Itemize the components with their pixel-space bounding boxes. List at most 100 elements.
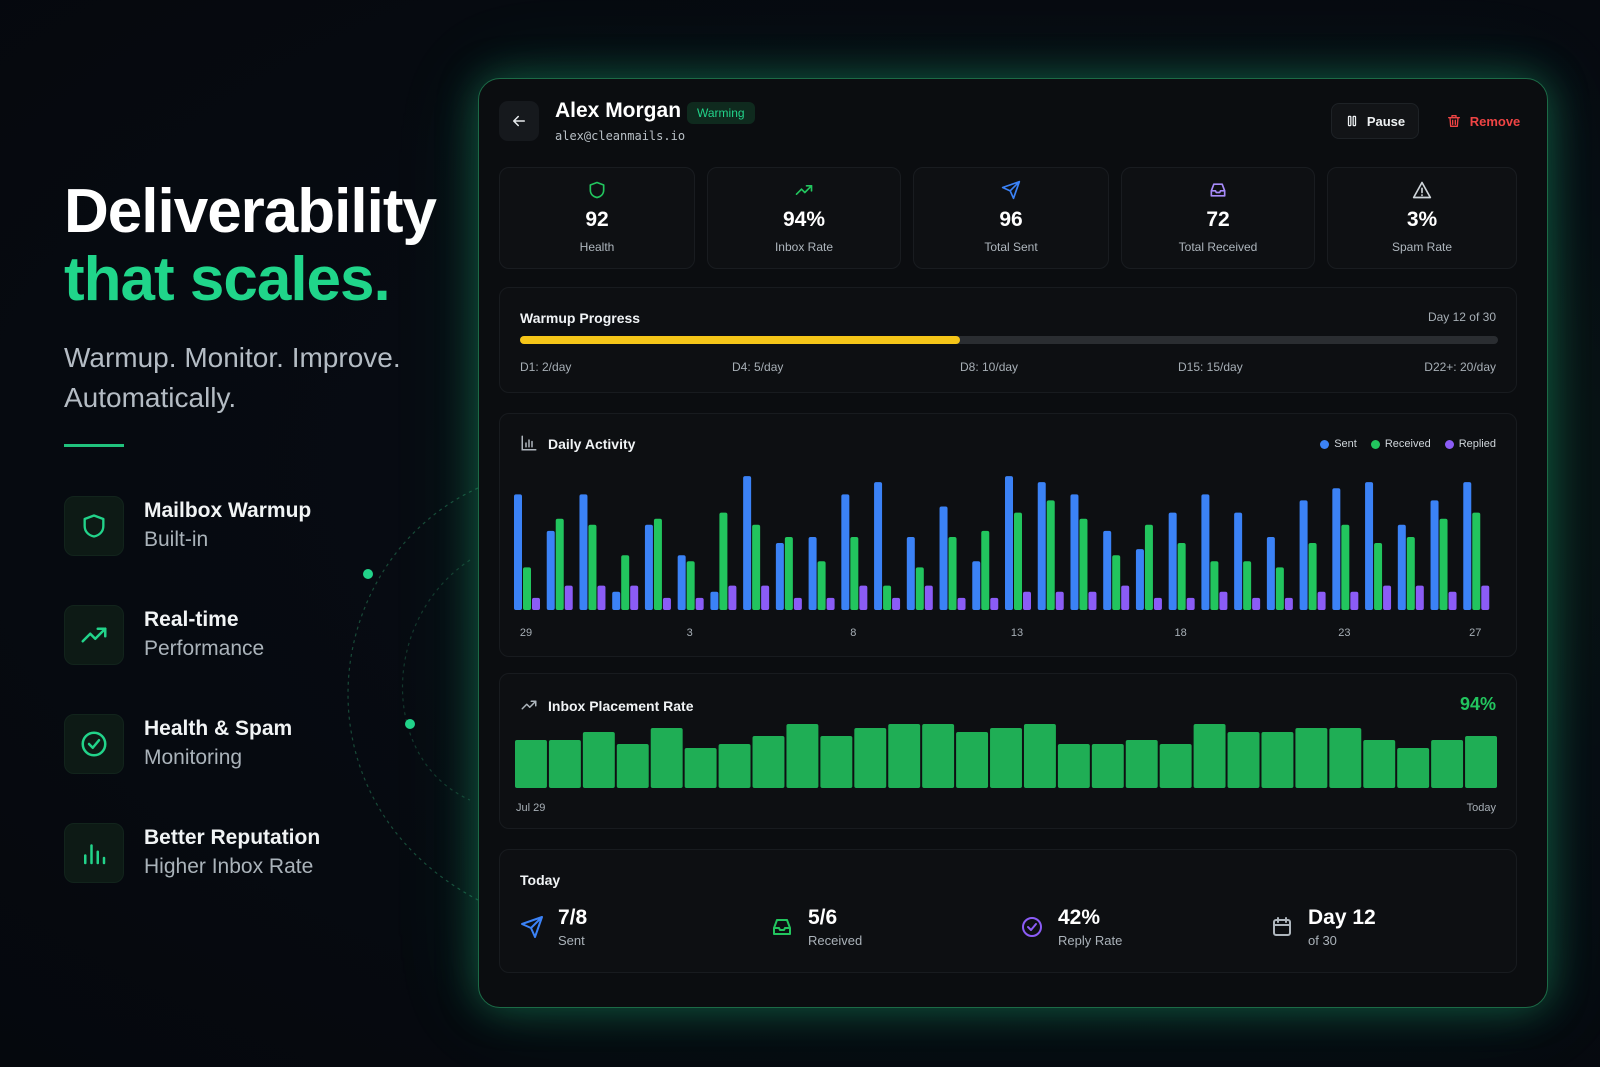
stat-total-received: 72 Total Received <box>1121 167 1315 269</box>
activity-bar-sent <box>1266 536 1275 610</box>
placement-bar <box>752 736 785 788</box>
feature-subtitle: Higher Inbox Rate <box>144 855 314 878</box>
today-label: Received <box>808 933 863 948</box>
activity-bar-sent <box>710 591 719 610</box>
placement-bar <box>1261 732 1294 788</box>
activity-x-tick: 8 <box>850 627 856 639</box>
placement-bar <box>1227 732 1260 788</box>
placement-start-label: Jul 29 <box>516 802 546 814</box>
feature-subtitle: Built-in <box>144 528 209 551</box>
placement-bar <box>922 724 955 788</box>
activity-bar-received <box>817 561 826 610</box>
activity-bar-replied <box>1415 585 1424 610</box>
check-circle-icon <box>1018 915 1046 939</box>
activity-bar-replied <box>892 597 901 610</box>
activity-bar-received <box>1112 555 1121 610</box>
activity-x-tick: 23 <box>1338 627 1350 639</box>
legend-received: Received <box>1370 438 1431 450</box>
remove-button[interactable]: Remove <box>1439 103 1527 139</box>
warmup-progress-card: Warmup Progress Day 12 of 30 D1: 2/day D… <box>499 287 1517 393</box>
today-reply-rate: 42% Reply Rate <box>1018 906 1122 948</box>
activity-bar-received <box>1177 543 1186 610</box>
activity-bar-sent <box>808 536 817 610</box>
activity-bar-replied <box>859 585 868 610</box>
feature-title: Health & Spam <box>144 717 293 740</box>
activity-bar-sent <box>1070 494 1079 610</box>
warmup-stage: D15: 15/day <box>1178 360 1243 374</box>
placement-bar <box>1295 728 1328 788</box>
activity-bar-received <box>784 536 793 610</box>
activity-bar-replied <box>990 597 999 610</box>
feature-real-time: Real-time Performance <box>64 605 264 665</box>
feature-title: Real-time <box>144 608 239 631</box>
placement-bar <box>990 728 1022 788</box>
back-button[interactable] <box>499 101 539 141</box>
check-circle-icon <box>64 714 124 774</box>
today-label: Sent <box>558 933 585 948</box>
warmup-stage: D8: 10/day <box>960 360 1019 374</box>
activity-bar-replied <box>1088 591 1097 610</box>
placement-bar <box>1125 740 1158 788</box>
activity-bar-sent <box>1234 512 1243 610</box>
activity-bar-received <box>1406 536 1415 610</box>
placement-bar <box>1193 724 1226 788</box>
inbox-placement-value: 94% <box>1459 694 1496 714</box>
activity-x-tick: 18 <box>1175 627 1187 639</box>
stat-label: Total Received <box>1178 240 1258 254</box>
placement-bar <box>650 728 683 788</box>
placement-bar <box>684 748 717 788</box>
today-received: 5/6 Received <box>768 906 862 948</box>
activity-bar-received <box>1210 561 1219 610</box>
activity-bar-replied <box>1383 585 1392 610</box>
activity-bar-sent <box>1168 512 1177 610</box>
activity-bar-sent <box>939 506 948 610</box>
mailbox-email: alex@cleanmails.io <box>555 129 686 143</box>
placement-bar <box>1091 744 1124 788</box>
placement-bar <box>956 732 989 788</box>
activity-bar-replied <box>695 597 704 610</box>
activity-bar-received <box>1275 567 1284 610</box>
activity-bar-received <box>1079 518 1088 610</box>
warmup-stage: D1: 2/day <box>520 360 572 374</box>
pause-button[interactable]: Pause <box>1331 103 1419 139</box>
daily-activity-chart: 29 3 8 13 18 23 27 <box>514 476 1490 639</box>
stat-value: 3% <box>1406 208 1438 231</box>
activity-bar-sent <box>1005 476 1013 610</box>
activity-bar-replied <box>1481 585 1490 610</box>
today-value: Day 12 <box>1308 906 1376 929</box>
activity-bar-replied <box>1284 597 1293 610</box>
activity-bar-received <box>1341 524 1350 610</box>
warning-icon <box>1328 180 1516 202</box>
activity-bar-replied <box>761 585 770 610</box>
activity-bar-received <box>981 530 990 610</box>
feature-subtitle: Performance <box>144 637 265 660</box>
activity-x-tick: 29 <box>520 627 532 639</box>
warmup-stage: D22+: 20/day <box>1424 360 1496 374</box>
activity-bar-sent <box>677 555 686 610</box>
hero-title: Deliverability that scales. <box>64 178 464 314</box>
stat-label: Health <box>579 240 615 254</box>
placement-bar <box>1431 740 1464 788</box>
activity-bar-sent <box>514 494 522 610</box>
send-icon <box>518 915 546 939</box>
warmup-progress-fill <box>520 336 961 344</box>
activity-bar-sent <box>775 543 784 610</box>
activity-bar-received <box>1439 518 1448 610</box>
calendar-icon <box>1268 915 1296 939</box>
activity-bar-replied <box>1317 591 1326 610</box>
activity-bar-replied <box>957 597 966 610</box>
placement-bar <box>1329 728 1362 788</box>
placement-bar <box>820 736 853 788</box>
activity-bar-sent <box>1332 488 1341 610</box>
warmup-stage: D4: 5/day <box>732 360 784 374</box>
trash-icon <box>1447 115 1460 127</box>
warmup-title: Warmup Progress <box>520 310 641 326</box>
activity-bar-sent <box>841 494 850 610</box>
legend-sent: Sent <box>1320 438 1357 450</box>
pause-label: Pause <box>1366 113 1406 129</box>
activity-bar-replied <box>662 597 671 610</box>
legend-replied: Replied <box>1444 438 1496 450</box>
stat-spam-rate: 3% Spam Rate <box>1327 167 1517 269</box>
status-badge: Warming <box>687 102 755 124</box>
activity-bar-replied <box>1153 597 1162 610</box>
